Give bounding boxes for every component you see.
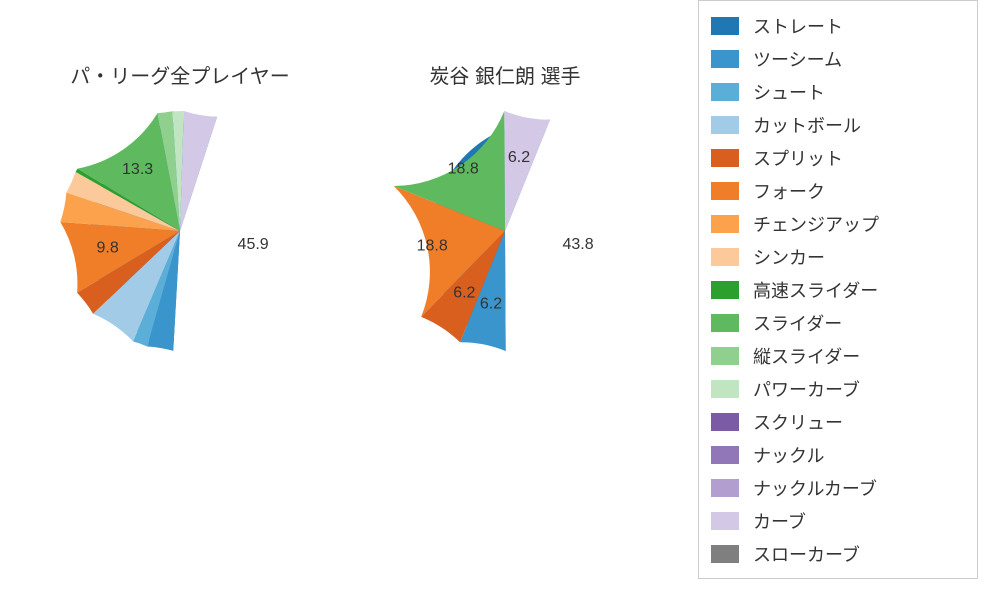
legend-item: カットボール	[711, 108, 965, 141]
pie-svg-league: 45.9 9.8 13.3	[50, 101, 310, 361]
legend-item: パワーカーブ	[711, 372, 965, 405]
pie-slice-label: 43.8	[562, 236, 593, 253]
legend-item: スプリット	[711, 141, 965, 174]
legend-label: 高速スライダー	[753, 277, 878, 303]
legend-swatch	[711, 446, 739, 464]
legend-item: 高速スライダー	[711, 273, 965, 306]
legend-label: パワーカーブ	[753, 376, 860, 402]
pie-slice	[180, 111, 217, 231]
legend-swatch	[711, 314, 739, 332]
pie-slice-label: 9.8	[96, 239, 118, 256]
legend-item: シンカー	[711, 240, 965, 273]
legend-item: フォーク	[711, 174, 965, 207]
legend-swatch	[711, 281, 739, 299]
legend-swatch	[711, 512, 739, 530]
chart-area: パ・リーグ全プレイヤー 45.9 9.8 13.3 炭谷 銀仁朗 選手 43.8 6.…	[0, 0, 680, 600]
pie-svg-player: 43.8 6.2 6.2 18.8 18.8 6.2	[375, 101, 635, 361]
legend-label: フォーク	[753, 178, 825, 204]
legend-swatch	[711, 182, 739, 200]
legend-swatch	[711, 116, 739, 134]
legend-label: スローカーブ	[753, 541, 860, 567]
legend-label: 縦スライダー	[753, 343, 860, 369]
legend-swatch	[711, 17, 739, 35]
legend-item: カーブ	[711, 504, 965, 537]
pie-holder-player: 43.8 6.2 6.2 18.8 18.8 6.2	[375, 101, 635, 361]
legend-label: ナックルカーブ	[753, 475, 877, 501]
legend-item: ナックル	[711, 438, 965, 471]
legend-label: ツーシーム	[753, 46, 842, 72]
legend-label: スクリュー	[753, 409, 843, 435]
legend-label: カーブ	[753, 508, 806, 534]
legend-swatch	[711, 479, 739, 497]
legend-swatch	[711, 380, 739, 398]
legend-item: スクリュー	[711, 405, 965, 438]
legend-item: スローカーブ	[711, 537, 965, 570]
legend-label: ナックル	[753, 442, 824, 468]
pie-chart-player: 炭谷 銀仁朗 選手 43.8 6.2 6.2 18.8 18.8 6.2	[355, 60, 655, 361]
legend-swatch	[711, 248, 739, 266]
legend-item: ストレート	[711, 9, 965, 42]
legend-item: 縦スライダー	[711, 339, 965, 372]
legend-swatch	[711, 347, 739, 365]
legend-swatch	[711, 215, 739, 233]
legend-label: スプリット	[753, 145, 843, 171]
legend-swatch	[711, 83, 739, 101]
pie-slice-label: 6.2	[453, 284, 475, 301]
legend-label: チェンジアップ	[753, 211, 879, 237]
pie-slice-label: 6.2	[480, 295, 502, 312]
figure-container: パ・リーグ全プレイヤー 45.9 9.8 13.3 炭谷 銀仁朗 選手 43.8 6.…	[0, 0, 1000, 600]
pie-holder-league: 45.9 9.8 13.3	[50, 101, 310, 361]
pie-slice-label: 6.2	[508, 149, 530, 166]
pie-slice-label: 18.8	[417, 237, 448, 254]
legend-label: スライダー	[753, 310, 842, 336]
legend-swatch	[711, 545, 739, 563]
pie-title-player: 炭谷 銀仁朗 選手	[355, 60, 655, 89]
legend-label: ストレート	[753, 13, 843, 39]
pie-slice	[504, 111, 550, 231]
legend-item: スライダー	[711, 306, 965, 339]
legend-swatch	[711, 149, 739, 167]
legend: ストレートツーシームシュートカットボールスプリットフォークチェンジアップシンカー…	[698, 0, 978, 579]
legend-item: チェンジアップ	[711, 207, 965, 240]
legend-label: シンカー	[753, 244, 825, 270]
pie-slice-label: 13.3	[122, 161, 153, 178]
legend-label: カットボール	[753, 112, 861, 138]
pie-slice-label: 45.9	[238, 236, 269, 253]
legend-label: シュート	[753, 79, 825, 105]
pie-title-league: パ・リーグ全プレイヤー	[30, 60, 330, 89]
legend-swatch	[711, 413, 739, 431]
legend-item: ツーシーム	[711, 42, 965, 75]
legend-item: シュート	[711, 75, 965, 108]
pie-chart-league: パ・リーグ全プレイヤー 45.9 9.8 13.3	[30, 60, 330, 361]
legend-swatch	[711, 50, 739, 68]
legend-item: ナックルカーブ	[711, 471, 965, 504]
pie-slice-label: 18.8	[448, 161, 479, 178]
